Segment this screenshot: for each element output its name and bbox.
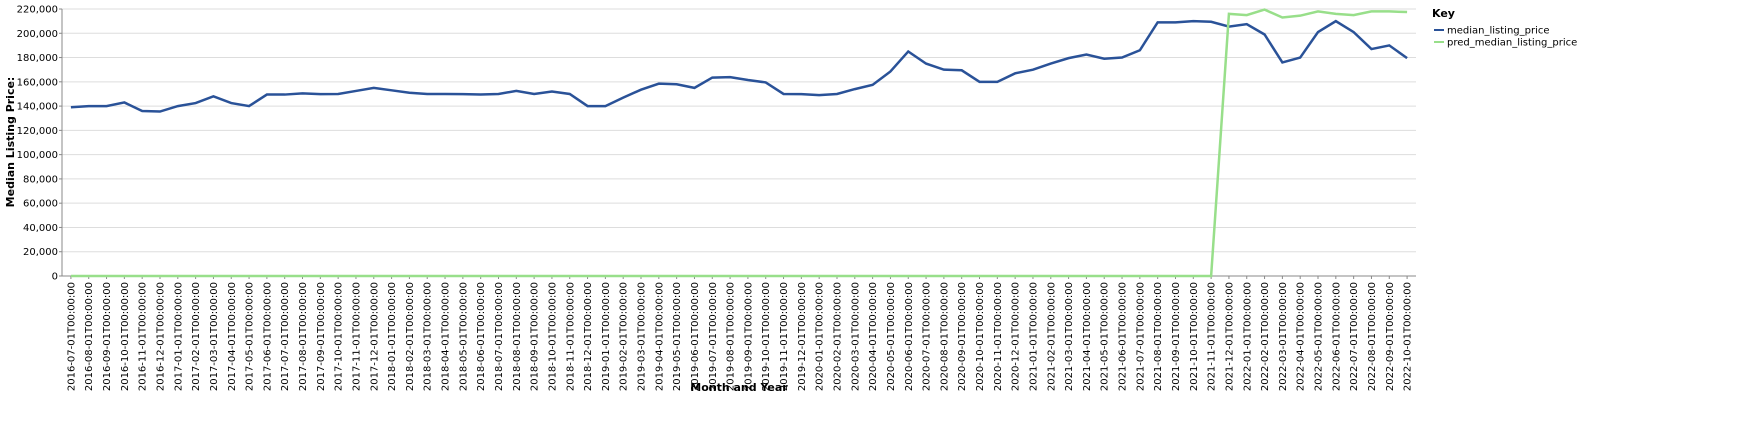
x-tick-label: 2017-03-01T00:00:00 — [209, 282, 220, 391]
y-axis-title: Median Listing Price: — [4, 77, 17, 208]
x-tick-label: 2016-10-01T00:00:00 — [120, 282, 131, 391]
x-tick-label: 2019-11-01T00:00:00 — [779, 282, 790, 391]
x-tick-label: 2020-04-01T00:00:00 — [868, 282, 879, 391]
x-tick-label: 2018-04-01T00:00:00 — [441, 282, 452, 391]
legend-label: pred_median_listing_price — [1447, 38, 1577, 49]
x-tick-label: 2019-05-01T00:00:00 — [672, 282, 683, 391]
x-tick-label: 2020-12-01T00:00:00 — [1011, 282, 1022, 391]
x-tick-label: 2021-06-01T00:00:00 — [1118, 282, 1129, 391]
x-tick-label: 2016-08-01T00:00:00 — [84, 282, 95, 391]
x-tick-label: 2017-08-01T00:00:00 — [298, 282, 309, 391]
x-tick-label: 2017-09-01T00:00:00 — [316, 282, 327, 391]
x-tick-label: 2017-11-01T00:00:00 — [351, 282, 362, 391]
x-tick-label: 2020-05-01T00:00:00 — [886, 282, 897, 391]
x-tick-label: 2017-04-01T00:00:00 — [227, 282, 238, 391]
x-tick-label: 2016-11-01T00:00:00 — [138, 282, 149, 391]
x-tick-label: 2020-01-01T00:00:00 — [815, 282, 826, 391]
x-tick-label: 2022-05-01T00:00:00 — [1314, 282, 1325, 391]
x-tick-label: 2018-09-01T00:00:00 — [530, 282, 541, 391]
x-tick-label: 2019-01-01T00:00:00 — [601, 282, 612, 391]
y-tick-label: 40,000 — [23, 223, 58, 234]
y-tick-label: 60,000 — [23, 199, 58, 210]
x-tick-label: 2017-02-01T00:00:00 — [191, 282, 202, 391]
x-tick-label: 2021-03-01T00:00:00 — [1064, 282, 1075, 391]
x-tick-label: 2018-12-01T00:00:00 — [583, 282, 594, 391]
x-tick-label: 2016-09-01T00:00:00 — [102, 282, 113, 391]
x-tick-label: 2022-03-01T00:00:00 — [1278, 282, 1289, 391]
x-tick-label: 2021-07-01T00:00:00 — [1135, 282, 1146, 391]
x-tick-label: 2022-07-01T00:00:00 — [1349, 282, 1360, 391]
x-tick-label: 2022-02-01T00:00:00 — [1260, 282, 1271, 391]
x-tick-label: 2022-10-01T00:00:00 — [1403, 282, 1414, 391]
x-tick-label: 2018-10-01T00:00:00 — [547, 282, 558, 391]
legend-title: Key — [1432, 7, 1455, 20]
x-tick-label: 2018-06-01T00:00:00 — [476, 282, 487, 391]
x-tick-label: 2017-05-01T00:00:00 — [245, 282, 256, 391]
x-tick-label: 2019-08-01T00:00:00 — [726, 282, 737, 391]
y-tick-label: 100,000 — [17, 150, 58, 161]
y-tick-label: 80,000 — [23, 174, 58, 185]
x-tick-label: 2018-03-01T00:00:00 — [423, 282, 434, 391]
x-tick-label: 2021-01-01T00:00:00 — [1028, 282, 1039, 391]
x-tick-label: 2021-11-01T00:00:00 — [1207, 282, 1218, 391]
y-tick-label: 0 — [52, 272, 58, 283]
x-tick-label: 2020-11-01T00:00:00 — [993, 282, 1004, 391]
x-tick-label: 2020-03-01T00:00:00 — [850, 282, 861, 391]
legend-label: median_listing_price — [1447, 26, 1550, 37]
x-tick-label: 2021-05-01T00:00:00 — [1100, 282, 1111, 391]
series-line — [70, 19, 1408, 113]
x-tick-label: 2019-10-01T00:00:00 — [761, 282, 772, 391]
x-tick-label: 2019-02-01T00:00:00 — [619, 282, 630, 391]
x-tick-label: 2022-09-01T00:00:00 — [1385, 282, 1396, 391]
x-tick-label: 2017-12-01T00:00:00 — [369, 282, 380, 391]
x-tick-label: 2017-06-01T00:00:00 — [262, 282, 273, 391]
x-tick-label: 2020-08-01T00:00:00 — [939, 282, 950, 391]
y-tick-label: 20,000 — [23, 247, 58, 258]
x-axis-title: Month and Year — [690, 381, 788, 394]
x-tick-label: 2021-08-01T00:00:00 — [1153, 282, 1164, 391]
x-tick-label: 2022-01-01T00:00:00 — [1242, 282, 1253, 391]
x-tick-label: 2020-10-01T00:00:00 — [975, 282, 986, 391]
x-tick-label: 2017-01-01T00:00:00 — [173, 282, 184, 391]
x-tick-label: 2020-02-01T00:00:00 — [832, 282, 843, 391]
y-tick-label: 120,000 — [17, 126, 58, 137]
x-tick-label: 2019-06-01T00:00:00 — [690, 282, 701, 391]
x-tick-label: 2021-04-01T00:00:00 — [1082, 282, 1093, 391]
y-tick-label: 200,000 — [17, 29, 58, 40]
x-tick-label: 2019-04-01T00:00:00 — [654, 282, 665, 391]
x-tick-label: 2018-11-01T00:00:00 — [565, 282, 576, 391]
x-tick-label: 2019-07-01T00:00:00 — [708, 282, 719, 391]
x-tick-label: 2018-07-01T00:00:00 — [494, 282, 505, 391]
x-tick-label: 2022-06-01T00:00:00 — [1331, 282, 1342, 391]
x-tick-label: 2017-07-01T00:00:00 — [280, 282, 291, 391]
x-tick-label: 2017-10-01T00:00:00 — [334, 282, 345, 391]
x-tick-label: 2020-07-01T00:00:00 — [922, 282, 933, 391]
y-tick-label: 160,000 — [17, 77, 58, 88]
y-tick-label: 140,000 — [17, 102, 58, 113]
x-tick-label: 2019-09-01T00:00:00 — [743, 282, 754, 391]
x-tick-label: 2018-05-01T00:00:00 — [458, 282, 469, 391]
y-tick-label: 180,000 — [17, 53, 58, 64]
x-tick-label: 2018-01-01T00:00:00 — [387, 282, 398, 391]
x-tick-label: 2020-06-01T00:00:00 — [904, 282, 915, 391]
x-tick-label: 2022-08-01T00:00:00 — [1367, 282, 1378, 391]
x-tick-label: 2019-12-01T00:00:00 — [797, 282, 808, 391]
x-tick-label: 2021-10-01T00:00:00 — [1189, 282, 1200, 391]
x-tick-label: 2018-02-01T00:00:00 — [405, 282, 416, 391]
x-tick-label: 2018-08-01T00:00:00 — [512, 282, 523, 391]
x-tick-label: 2021-02-01T00:00:00 — [1046, 282, 1057, 391]
series-line — [70, 8, 1408, 278]
x-tick-label: 2020-09-01T00:00:00 — [957, 282, 968, 391]
x-tick-label: 2021-12-01T00:00:00 — [1224, 282, 1235, 391]
x-tick-label: 2016-07-01T00:00:00 — [66, 282, 77, 391]
y-tick-label: 220,000 — [17, 5, 58, 16]
x-tick-label: 2019-03-01T00:00:00 — [637, 282, 648, 391]
x-tick-label: 2021-09-01T00:00:00 — [1171, 282, 1182, 391]
x-tick-label: 2016-12-01T00:00:00 — [155, 282, 166, 391]
x-tick-label: 2022-04-01T00:00:00 — [1296, 282, 1307, 391]
